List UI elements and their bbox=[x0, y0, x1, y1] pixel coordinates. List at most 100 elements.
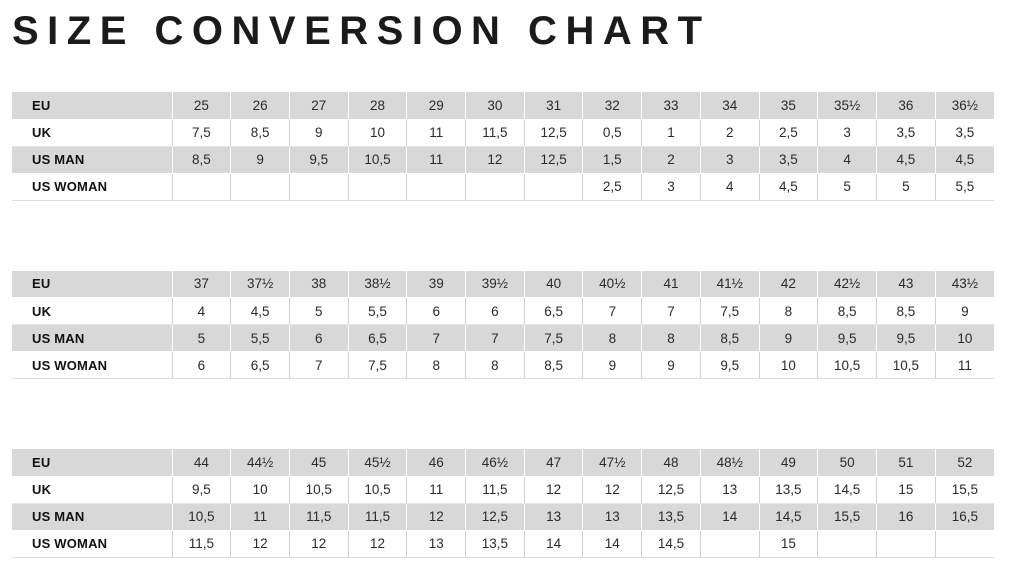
size-cell: 7 bbox=[465, 324, 525, 352]
table-1-body: EU 25 26 27 28 29 30 31 32 33 34 35 35½ 36 36½ UK 7,5 8,5… bbox=[12, 92, 994, 201]
size-table-2: EU 37 37½ 38 38½ 39 39½ 40 40½ 41 41½ 42 42½ 43 43½ UK 4… bbox=[12, 270, 994, 379]
size-cell: 11 bbox=[230, 503, 290, 531]
size-cell: 9,5 bbox=[172, 476, 232, 504]
size-cell: 3,5 bbox=[759, 146, 819, 174]
size-cell: 33 bbox=[641, 92, 701, 120]
size-cell bbox=[465, 173, 525, 201]
size-cell: 10 bbox=[935, 324, 994, 352]
size-cell: 10,5 bbox=[817, 351, 877, 379]
size-cell: 7 bbox=[641, 297, 701, 325]
size-cell: 42 bbox=[759, 270, 819, 298]
size-cell: 8 bbox=[641, 324, 701, 352]
size-table-3: EU 44 44½ 45 45½ 46 46½ 47 47½ 48 48½ 49 50 51 52 UK 9,5… bbox=[12, 449, 994, 558]
size-cell: 45 bbox=[289, 449, 349, 477]
size-cell: 32 bbox=[582, 92, 643, 120]
size-cell: 8,5 bbox=[876, 297, 936, 325]
size-cell: 44 bbox=[172, 449, 232, 477]
row-label-eu: EU bbox=[12, 449, 173, 477]
table-row: UK 9,5 10 10,5 10,5 11 11,5 12 12 12,5 13 13,5 14,5 1… bbox=[12, 476, 994, 504]
table-row: US MAN 10,5 11 11,5 11,5 12 12,5 13 13 13,5 14 14,5… bbox=[12, 503, 994, 531]
size-cell: 16,5 bbox=[935, 503, 994, 531]
size-cell: 11,5 bbox=[465, 119, 525, 147]
size-cell: 39 bbox=[406, 270, 467, 298]
row-label-eu: EU bbox=[12, 92, 173, 120]
size-cell: 4,5 bbox=[759, 173, 819, 201]
size-cell: 5,5 bbox=[230, 324, 290, 352]
size-cell: 8,5 bbox=[524, 351, 584, 379]
size-cell: 14 bbox=[582, 530, 643, 558]
size-cell: 13 bbox=[524, 503, 584, 531]
size-cell: 9 bbox=[935, 297, 994, 325]
size-cell: 12 bbox=[582, 476, 643, 504]
size-cell: 42½ bbox=[817, 270, 877, 298]
size-cell: 6 bbox=[289, 324, 349, 352]
table-row: US WOMAN 11,5 12 12 12 13 13,5 14 14 14,5 15 bbox=[12, 530, 994, 558]
size-cell: 10 bbox=[348, 119, 408, 147]
size-cell: 6 bbox=[172, 351, 232, 379]
size-cell: 37½ bbox=[230, 270, 290, 298]
size-cell: 2 bbox=[700, 119, 760, 147]
size-cell: 12 bbox=[230, 530, 290, 558]
table-row: US WOMAN 2,5 3 4 4,5 5 5 5,5 bbox=[12, 173, 994, 201]
size-cell: 5 bbox=[172, 324, 232, 352]
table-row: UK 7,5 8,5 9 10 11 11,5 12,5 0,5 1 2 2,5 3 3,5 3,5 bbox=[12, 119, 994, 147]
size-cell: 41½ bbox=[700, 270, 760, 298]
row-label-us-man: US MAN bbox=[12, 324, 173, 352]
size-cell: 1 bbox=[641, 119, 701, 147]
size-cell: 45½ bbox=[348, 449, 408, 477]
table-row: US MAN 5 5,5 6 6,5 7 7 7,5 8 8 8,5 9 9,5 9,5 10 bbox=[12, 324, 994, 352]
size-cell: 43½ bbox=[935, 270, 994, 298]
size-cell: 9 bbox=[289, 119, 349, 147]
size-cell: 38 bbox=[289, 270, 349, 298]
size-cell: 28 bbox=[348, 92, 408, 120]
size-cell: 31 bbox=[524, 92, 584, 120]
size-cell: 39½ bbox=[465, 270, 525, 298]
size-cell: 36 bbox=[876, 92, 936, 120]
size-cell bbox=[348, 173, 408, 201]
size-cell: 7,5 bbox=[348, 351, 408, 379]
size-cell: 15 bbox=[876, 476, 936, 504]
size-cell: 7,5 bbox=[172, 119, 232, 147]
size-cell: 14,5 bbox=[641, 530, 701, 558]
size-cell: 48½ bbox=[700, 449, 760, 477]
size-table-1: EU 25 26 27 28 29 30 31 32 33 34 35 35½ 36 36½ UK 7,5 8,5… bbox=[12, 92, 994, 201]
size-cell: 12 bbox=[524, 476, 584, 504]
page-title: SIZE CONVERSION CHART bbox=[12, 9, 711, 53]
size-cell: 3 bbox=[641, 173, 701, 201]
size-cell: 9 bbox=[759, 324, 819, 352]
size-cell: 16 bbox=[876, 503, 936, 531]
size-cell: 37 bbox=[172, 270, 232, 298]
size-cell: 46 bbox=[406, 449, 467, 477]
table-row: EU 37 37½ 38 38½ 39 39½ 40 40½ 41 41½ 42 42½ 43 43½ bbox=[12, 270, 994, 298]
size-cell: 4,5 bbox=[230, 297, 290, 325]
size-cell: 13 bbox=[700, 476, 760, 504]
size-cell: 49 bbox=[759, 449, 819, 477]
size-cell: 7,5 bbox=[524, 324, 584, 352]
size-cell: 9,5 bbox=[700, 351, 760, 379]
row-label-us-woman: US WOMAN bbox=[12, 173, 173, 201]
table-row: US MAN 8,5 9 9,5 10,5 11 12 12,5 1,5 2 3 3,5 4 4,5 4,5 bbox=[12, 146, 994, 174]
row-label-us-woman: US WOMAN bbox=[12, 530, 173, 558]
size-cell: 3,5 bbox=[935, 119, 994, 147]
size-cell: 11,5 bbox=[465, 476, 525, 504]
size-cell: 46½ bbox=[465, 449, 525, 477]
row-label-us-woman: US WOMAN bbox=[12, 351, 173, 379]
size-cell: 7 bbox=[289, 351, 349, 379]
row-label-uk: UK bbox=[12, 476, 173, 504]
size-cell: 10 bbox=[230, 476, 290, 504]
size-cell: 13,5 bbox=[759, 476, 819, 504]
row-label-us-man: US MAN bbox=[12, 146, 173, 174]
size-cell: 6,5 bbox=[524, 297, 584, 325]
size-cell: 12 bbox=[289, 530, 349, 558]
size-cell: 8,5 bbox=[700, 324, 760, 352]
size-cell: 5,5 bbox=[935, 173, 994, 201]
size-cell: 48 bbox=[641, 449, 701, 477]
size-cell bbox=[289, 173, 349, 201]
size-cell: 43 bbox=[876, 270, 936, 298]
size-cell: 10,5 bbox=[348, 476, 408, 504]
size-cell: 2,5 bbox=[582, 173, 643, 201]
size-cell: 4,5 bbox=[935, 146, 994, 174]
size-cell: 10,5 bbox=[348, 146, 408, 174]
size-cell bbox=[700, 530, 760, 558]
table-2-body: EU 37 37½ 38 38½ 39 39½ 40 40½ 41 41½ 42 42½ 43 43½ UK 4… bbox=[12, 270, 994, 379]
